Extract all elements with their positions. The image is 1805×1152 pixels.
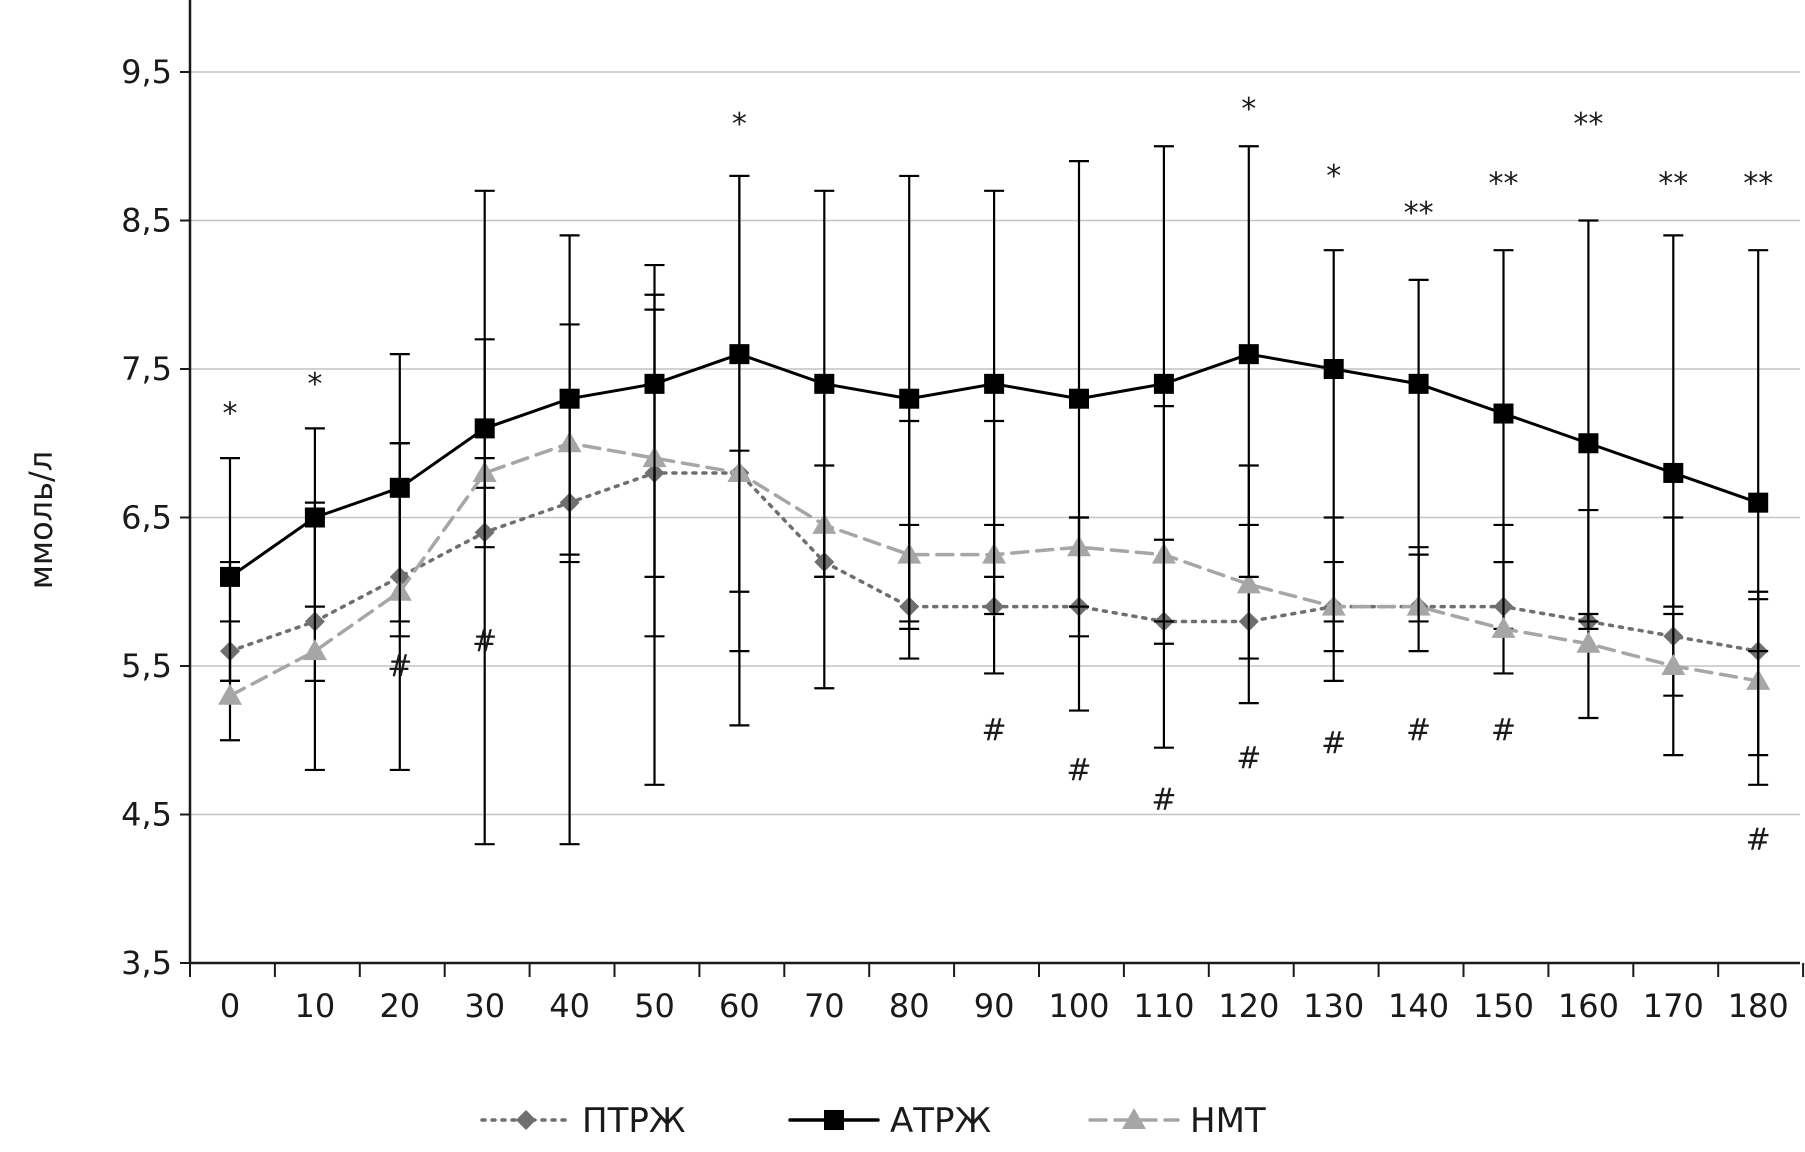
data-point [1663,462,1684,483]
legend-marker [824,1110,844,1130]
data-point [559,388,580,409]
x-tick-label: 0 [220,987,240,1025]
series-1 [220,145,1769,846]
legend-label: НМТ [1190,1101,1266,1141]
annotation-mark: ** [1404,196,1434,231]
data-point [474,418,495,439]
legend-item-2: НМТ [1088,1101,1266,1141]
data-point [814,373,835,394]
x-tick-label: 140 [1388,987,1449,1025]
x-tick-label: 120 [1218,987,1279,1025]
annotation-mark: # [1491,713,1516,748]
annotation-mark: # [982,713,1007,748]
x-tick-label: 90 [974,987,1015,1025]
x-tick-label: 150 [1473,987,1534,1025]
annotation-mark: ** [1658,166,1688,201]
y-tick-label: 3,5 [121,944,172,982]
y-tick-label: 7,5 [121,350,172,388]
x-tick-label: 30 [464,987,505,1025]
data-point [1578,433,1599,454]
data-point [729,344,750,365]
annotation-mark: # [1151,783,1176,818]
y-tick-label: 5,5 [121,647,172,685]
annotation-mark: * [223,397,238,432]
data-point [218,683,242,705]
x-tick-label: 60 [719,987,760,1025]
data-point [1408,373,1429,394]
legend-item-1: АТРЖ [788,1101,991,1141]
annotation-mark: * [1326,159,1341,194]
data-point [899,388,920,409]
x-tick-label: 50 [634,987,675,1025]
data-point [1153,373,1174,394]
annotation-mark: # [1236,741,1261,776]
annotation-mark: # [1066,753,1091,788]
data-point [1493,403,1514,424]
annotation-mark: # [1321,726,1346,761]
x-tick-label: 70 [804,987,845,1025]
data-point [1661,654,1686,675]
annotation-mark: * [307,367,322,402]
legend-label: АТРЖ [890,1101,991,1141]
data-point [1576,631,1601,653]
data-point [644,373,665,394]
data-point [1748,492,1769,513]
annotation-mark: # [1406,713,1431,748]
data-point [1323,359,1344,379]
axes: 3,5 4,5 5,5 6,5 7,5 8,5 9,5 0 10 20 30 40 50 60 70 80 90… [121,0,1805,1025]
data-point [1238,344,1259,365]
annotation-mark: * [732,107,747,142]
x-tick-label: 40 [549,987,590,1025]
x-tick-label: 10 [295,987,336,1025]
x-tick-label: 170 [1643,987,1704,1025]
y-tick-label: 9,5 [121,53,172,91]
legend-label: ПТРЖ [582,1101,685,1141]
legend-marker [516,1110,536,1130]
annotation-mark: ** [1489,166,1519,201]
data-point [389,477,410,498]
data-point [1069,388,1089,409]
data-point [1236,572,1261,594]
legend-marker [1122,1108,1146,1129]
data-point [1491,616,1516,638]
x-tick-label: 80 [889,987,930,1025]
x-tick-label: 160 [1558,987,1619,1025]
annotation-mark: # [387,649,412,684]
y-tick-label: 8,5 [121,202,172,240]
x-tick-label: 100 [1048,987,1109,1025]
data-point [220,566,240,587]
x-tick-label: 130 [1303,987,1364,1025]
x-tick-label: 180 [1728,987,1789,1025]
y-axis-title: ммоль/л [22,451,60,589]
data-point [984,373,1005,394]
data-point [302,639,327,661]
annotation-mark: # [472,624,497,659]
x-tick-label: 20 [379,987,420,1025]
annotation-mark: ** [1743,166,1773,201]
annotation-mark: # [1746,823,1771,858]
y-tick-label: 4,5 [121,796,172,834]
legend: ПТРЖ АТРЖ НМТ [480,1101,1266,1141]
x-tick-label: 110 [1133,987,1194,1025]
significance-annotations: *** ********** **###### # # ## [223,92,1774,858]
series-layer [218,145,1771,846]
y-tick-label: 6,5 [121,499,172,537]
data-point [304,507,325,528]
annotation-mark: ** [1573,107,1603,142]
annotation-mark: * [1241,92,1256,127]
legend-item-0: ПТРЖ [480,1101,685,1141]
